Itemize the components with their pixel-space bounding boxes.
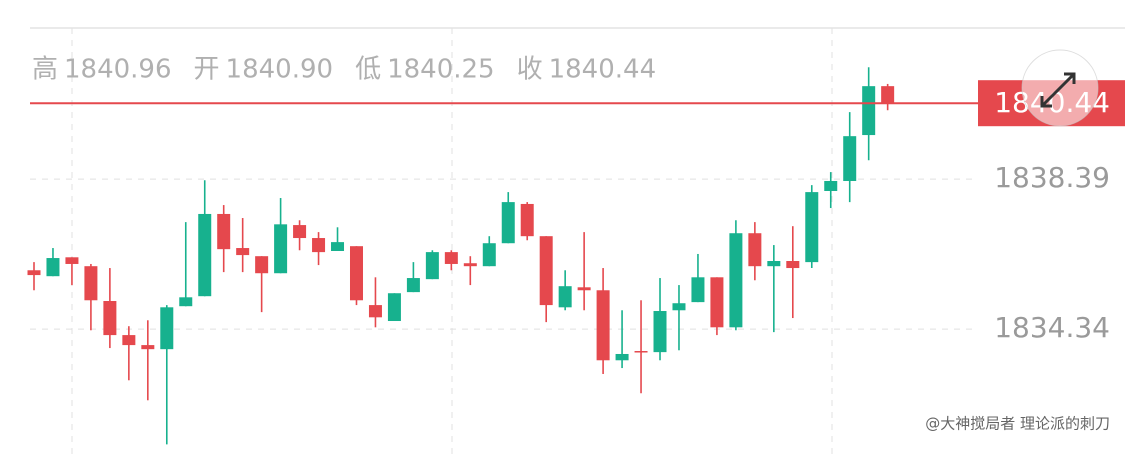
candle-body xyxy=(691,277,705,303)
candle-body xyxy=(862,86,876,136)
candle-body xyxy=(539,236,553,306)
candle-body xyxy=(615,353,629,361)
candle-body xyxy=(103,301,117,336)
y-tick-label: 1838.39 xyxy=(994,161,1110,194)
candle-body xyxy=(881,86,895,104)
candle-body xyxy=(482,243,496,267)
candle-body xyxy=(577,287,591,291)
candle-body xyxy=(387,293,401,322)
y-tick-label: 1834.34 xyxy=(994,311,1110,344)
candle-body xyxy=(46,258,60,277)
candle-body xyxy=(786,261,800,269)
summary-value: 1840.90 xyxy=(226,55,334,85)
candle-body xyxy=(236,248,250,256)
candle-body xyxy=(824,180,838,191)
candle-body xyxy=(463,263,477,267)
candle-body xyxy=(843,136,857,181)
candle-body xyxy=(349,246,363,301)
candle-body xyxy=(634,351,648,353)
candle-body xyxy=(274,224,288,274)
candle-body xyxy=(406,278,420,293)
candle-body xyxy=(729,233,743,328)
watermark: @大神搅局者 理论派的刺刀 xyxy=(925,415,1110,433)
candle-body xyxy=(122,335,136,346)
summary-label: 开 xyxy=(194,55,220,85)
summary: 高 1840.96 开 1840.90 低 1840.25 收 1840.44 xyxy=(32,55,656,85)
candle-body xyxy=(160,307,174,350)
candle-body xyxy=(368,305,382,318)
candle-body xyxy=(558,286,572,308)
candle-body xyxy=(748,233,762,267)
candle-body xyxy=(520,203,534,237)
candle-body xyxy=(596,290,610,361)
candle-body xyxy=(217,213,231,250)
candle-body xyxy=(444,252,458,264)
candle-body xyxy=(27,270,41,276)
candle-body xyxy=(653,311,667,353)
candle-body xyxy=(805,192,819,263)
candle-body xyxy=(767,261,781,267)
candle-body xyxy=(65,257,79,264)
summary-value: 1840.25 xyxy=(387,55,495,85)
summary-value: 1840.96 xyxy=(64,55,172,85)
candle-body xyxy=(312,238,326,253)
summary-value: 1840.44 xyxy=(549,55,657,85)
candle-body xyxy=(425,252,439,280)
candle-body xyxy=(331,242,345,252)
summary-label: 低 xyxy=(355,55,381,85)
summary-label: 高 xyxy=(32,55,58,85)
candle-body xyxy=(84,266,98,301)
candle-body xyxy=(198,213,212,297)
candle-body xyxy=(501,202,515,244)
candle-body xyxy=(179,297,193,307)
candle-body xyxy=(255,256,269,274)
candle-body xyxy=(710,277,724,328)
candle-body xyxy=(293,225,307,239)
candle-body xyxy=(141,345,155,350)
expand-icon xyxy=(1040,72,1076,108)
candle-body xyxy=(672,303,686,311)
summary-label: 收 xyxy=(517,55,543,85)
